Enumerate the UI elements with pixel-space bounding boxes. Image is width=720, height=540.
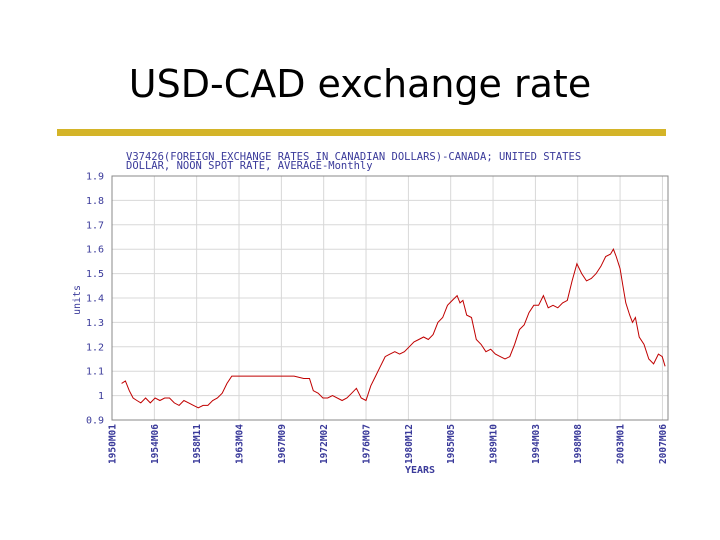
chart-grid — [111, 175, 668, 421]
x-tick-label: 1967M09 — [277, 424, 288, 464]
x-tick-label: 1954M06 — [150, 424, 161, 464]
y-tick-label: 1.9 — [86, 172, 104, 183]
y-tick-label: 1 — [98, 391, 104, 402]
x-tick-label: 1963M04 — [235, 424, 246, 464]
title-rule — [57, 129, 666, 136]
y-tick-label: 1.3 — [86, 318, 104, 329]
x-tick-label: 2003M01 — [616, 424, 627, 464]
x-tick-label: 1998M08 — [573, 424, 584, 464]
x-tick-label: 1958M11 — [192, 424, 203, 464]
x-tick-label: 1989M10 — [489, 424, 500, 464]
y-tick-label: 0.9 — [86, 416, 104, 427]
y-tick-label: 1.6 — [86, 245, 104, 256]
x-tick-label: 1994M03 — [531, 424, 542, 464]
x-tick-label: 1985M05 — [446, 424, 457, 464]
y-tick-label: 1.2 — [86, 342, 104, 353]
x-tick-label: 1976M07 — [362, 424, 373, 464]
x-tick-label: 1980M12 — [404, 424, 415, 464]
y-tick-label: 1.5 — [86, 269, 104, 280]
slide-title: USD-CAD exchange rate — [128, 62, 592, 106]
chart-title-line-2: DOLLAR, NOON SPOT RATE, AVERAGE-Monthly — [126, 160, 373, 172]
y-tick-label: 1.1 — [86, 367, 104, 378]
series-line — [121, 248, 666, 409]
x-tick-label: 1972M02 — [319, 424, 330, 464]
x-tick-label: 2007M06 — [658, 424, 669, 464]
y-axis-label: units — [72, 285, 83, 315]
x-axis-label: YEARS — [405, 465, 435, 476]
x-tick-label: 1950M01 — [108, 424, 119, 464]
y-tick-label: 1.4 — [86, 294, 104, 305]
y-tick-label: 1.7 — [86, 220, 104, 231]
y-tick-label: 1.8 — [86, 196, 104, 207]
plot-frame — [111, 175, 669, 421]
x-tick-labels: 1950M01 1954M06 1958M11 1963M04 1967M09 1972M… — [108, 424, 669, 464]
y-tick-labels: 1.9 1.8 1.7 1.6 1.5 1.4 1.3 1.2 1.1 1 0.9 — [86, 172, 104, 427]
chart-title-line-1: V37426(FOREIGN EXCHANGE RATES IN CANADIA… — [126, 151, 581, 163]
